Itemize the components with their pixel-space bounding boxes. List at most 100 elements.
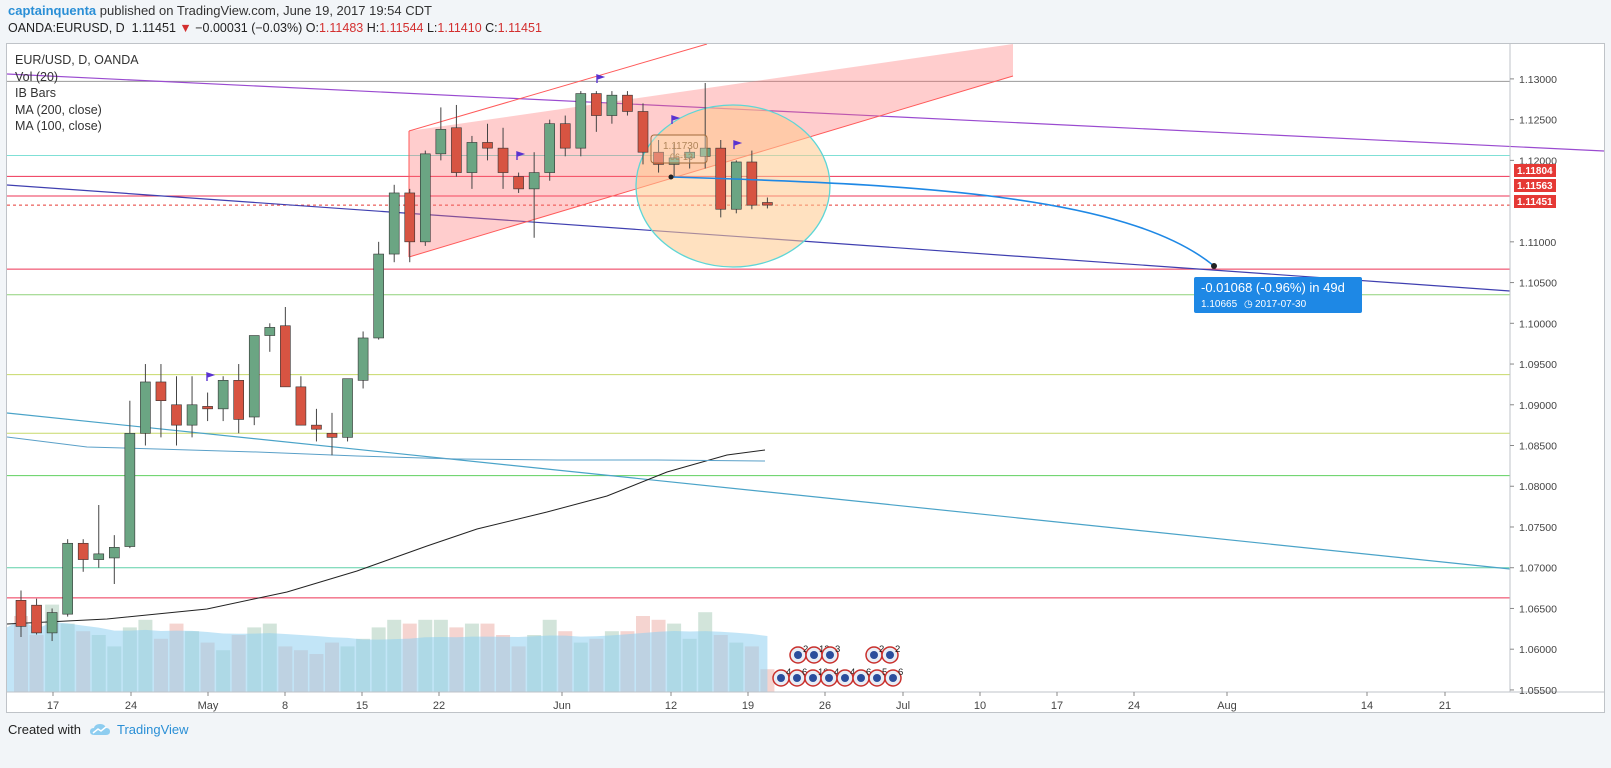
- candle-body: [326, 432, 338, 438]
- flag-icon: [671, 115, 681, 124]
- candle-body: [373, 253, 384, 339]
- candle-body: [622, 94, 633, 112]
- flag-icon: [516, 151, 526, 160]
- close-label: C:: [485, 21, 498, 35]
- x-tick-label: 10: [974, 700, 986, 712]
- projection-arc: [670, 176, 1215, 267]
- candle-body: [388, 192, 400, 255]
- candle-body: [746, 161, 758, 206]
- candle-body: [62, 542, 73, 615]
- candle-body: [591, 93, 602, 116]
- ma200-line: [7, 449, 766, 625]
- callout-price: 1.11730: [663, 141, 699, 152]
- candle-body: [451, 127, 462, 173]
- candle-body: [419, 153, 431, 243]
- candle-body: [513, 176, 524, 190]
- y-tick-label: 1.09000: [1519, 400, 1557, 412]
- y-tick-label: 1.07000: [1519, 563, 1557, 575]
- candle-body: [124, 432, 136, 547]
- legend-title: EUR/USD, D, OANDA: [15, 53, 139, 67]
- event-flag-icon-core: [809, 674, 817, 682]
- projection-date: 2017-07-30: [1255, 299, 1307, 310]
- candle-body: [31, 604, 42, 634]
- candle-body: [280, 325, 291, 388]
- ma100-line: [7, 436, 766, 462]
- close-value: 1.11451: [497, 21, 542, 35]
- event-flag-icon-core: [841, 674, 849, 682]
- candle-body: [311, 424, 322, 430]
- candle-body: [202, 406, 213, 410]
- candle-body: [233, 380, 244, 420]
- y-tick-label: 1.08500: [1519, 441, 1557, 453]
- candle-body: [171, 404, 182, 426]
- projection-change: -0.01068 (-0.96%) in 49d: [1201, 280, 1345, 295]
- channel-upper-line: [408, 44, 708, 132]
- projection-end-dot: [1211, 263, 1217, 269]
- symbol-label: OANDA:EURUSD, D: [8, 21, 125, 35]
- x-tick-label: Jun: [553, 700, 571, 712]
- event-flag-icon-core: [793, 674, 801, 682]
- price-tag-level2-text: 1.11563: [1517, 181, 1553, 192]
- candle-body: [357, 337, 369, 381]
- chart-pane[interactable]: 1.13000 1.12500 1.12000 1.11000 1.10500 1.100…: [6, 43, 1605, 713]
- x-tick-label: 21: [1439, 700, 1451, 712]
- open-label: O:: [305, 21, 319, 35]
- candle-body: [404, 192, 416, 243]
- candle-body: [46, 612, 58, 634]
- author-link[interactable]: captainquenta: [8, 3, 97, 18]
- y-tick-label: 1.05500: [1519, 685, 1557, 697]
- price-callout[interactable]: 1.11730 06-13: [650, 134, 708, 164]
- candle-body: [497, 147, 509, 173]
- candle-body: [762, 202, 773, 206]
- last-price: 1.11451: [131, 21, 176, 35]
- y-tick-label: 1.07500: [1519, 522, 1557, 534]
- x-tick-label: 14: [1361, 700, 1373, 712]
- economic-events[interactable]: 213322461044656: [772, 644, 903, 687]
- projection-price: 1.10665: [1201, 299, 1238, 310]
- event-flag-icon-core: [777, 674, 785, 682]
- x-tick-label: 24: [1128, 700, 1140, 712]
- legend-indicator-ma100[interactable]: MA (100, close): [15, 119, 102, 133]
- flag-icon: [733, 140, 743, 149]
- candle-body: [435, 129, 447, 155]
- flag-icon: [596, 74, 606, 83]
- event-flag-icon-count: 5: [882, 667, 887, 678]
- projection-label[interactable]: -0.01068 (-0.96%) in 49d 1.10665 ◷ 2017-…: [1194, 277, 1362, 313]
- candle-body: [653, 151, 664, 165]
- legend-indicator-ib-bars[interactable]: IB Bars: [15, 86, 56, 100]
- high-label: H:: [366, 21, 380, 35]
- candle-body: [15, 600, 27, 627]
- candle-body: [559, 123, 571, 149]
- candle-body: [109, 547, 120, 559]
- purple-trendline: [7, 73, 1604, 152]
- candle-body: [155, 381, 167, 402]
- y-tick-label: 1.13000: [1519, 74, 1557, 86]
- callout-date: 06-13: [670, 152, 693, 162]
- event-flag-icon-core: [825, 674, 833, 682]
- change-value: −0.00031 (−0.03%): [195, 21, 303, 35]
- candle-body: [466, 142, 478, 173]
- candle-body: [684, 151, 695, 159]
- flag-icon: [206, 372, 216, 381]
- tradingview-link[interactable]: TradingView: [116, 722, 189, 737]
- event-flag-icon-core: [870, 651, 878, 659]
- low-label: L:: [426, 21, 438, 35]
- event-flag-icon-count: 6: [898, 667, 903, 678]
- legend-indicator-ma200[interactable]: MA (200, close): [15, 102, 102, 117]
- x-tick-label: 24: [125, 700, 137, 712]
- x-tick-label: 17: [1051, 700, 1063, 712]
- event-flag-icon-count: 2: [803, 644, 808, 655]
- event-flag-icon-count: 4: [834, 667, 839, 678]
- price-tag-level1-text: 1.11804: [1517, 166, 1553, 177]
- y-tick-label: 1.10500: [1519, 278, 1557, 290]
- footer: Created with TradingView: [8, 722, 189, 737]
- event-flag-icon-count: 2: [895, 644, 900, 655]
- legend-indicator-vol[interactable]: Vol (20): [15, 69, 59, 84]
- candle-body: [575, 93, 587, 149]
- price-chart[interactable]: 1.130001.125001.120001.110001.105001.100…: [7, 44, 1604, 712]
- x-tick-label: Jul: [896, 700, 910, 712]
- publish-info: captainquenta published on TradingView.c…: [8, 3, 432, 18]
- y-tick-label: 1.06000: [1519, 644, 1557, 656]
- candle-body: [482, 142, 493, 149]
- x-tick-label: 22: [433, 700, 445, 712]
